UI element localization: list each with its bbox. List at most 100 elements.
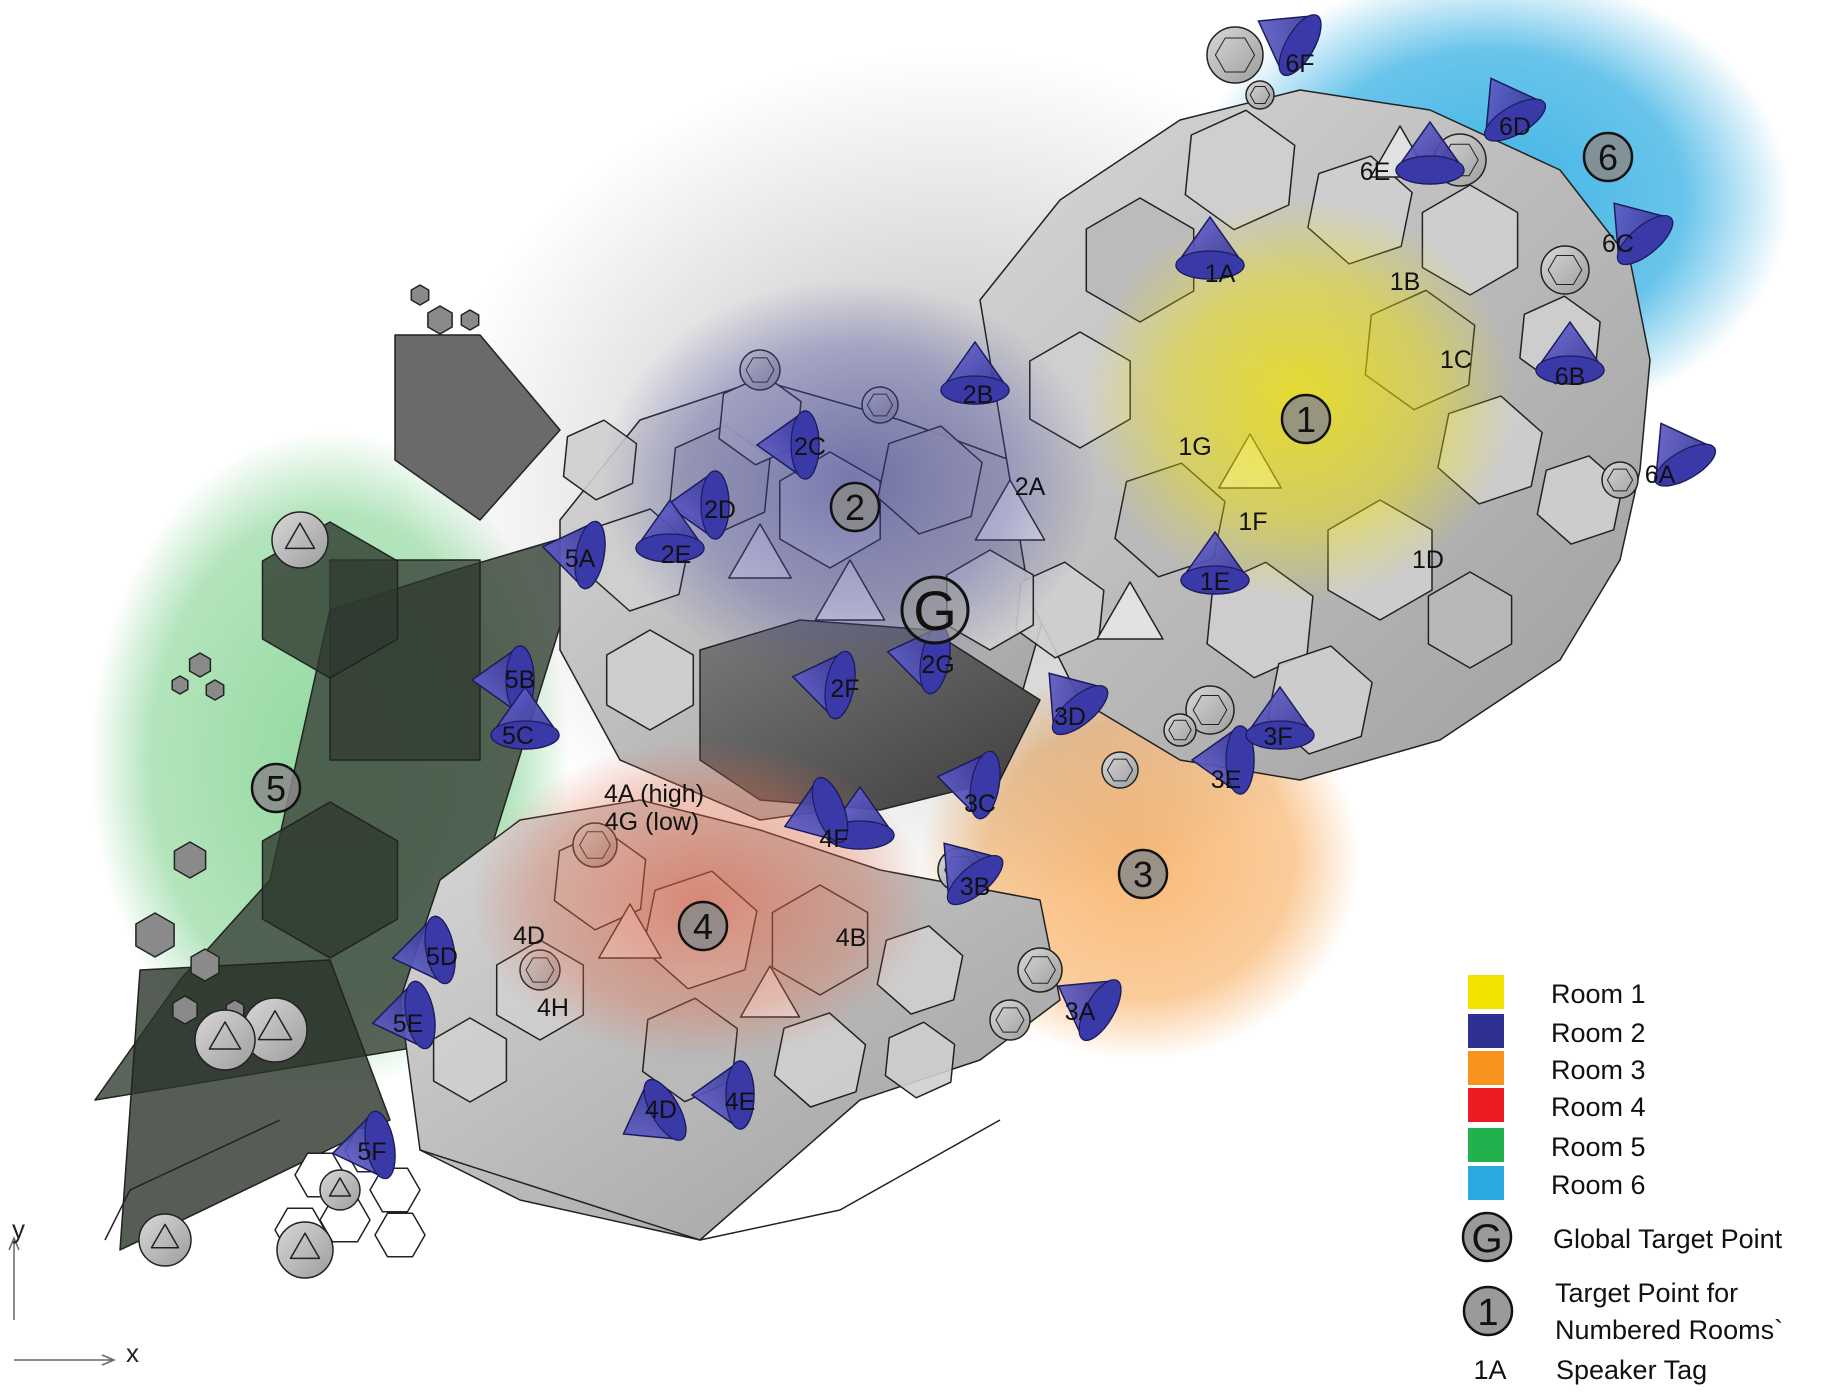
speaker-tag-label: 4D xyxy=(645,1096,677,1124)
joint-facet xyxy=(1192,695,1228,725)
joint-facet xyxy=(1547,255,1583,285)
speaker-tag-label: 5F xyxy=(357,1138,386,1166)
speaker-cone-5d xyxy=(391,915,456,985)
legend-swatch-room-5 xyxy=(1468,1128,1504,1162)
svg-text:3: 3 xyxy=(1133,854,1153,895)
speaker-cone-4d xyxy=(622,1079,687,1141)
speaker-tag-label: 4A (high) xyxy=(604,780,704,808)
speaker-tag-label: 6D xyxy=(1499,113,1531,141)
speaker-tag-label: 1C xyxy=(1440,346,1472,374)
hexagonal-face xyxy=(884,1021,956,1099)
speaker-tag-label: 4F xyxy=(819,825,848,853)
speaker-cone-2b xyxy=(940,340,1010,405)
joint-facet xyxy=(1214,37,1256,73)
speaker-tag-label: 6E xyxy=(1360,158,1391,186)
speaker-tag-label: 6A xyxy=(1645,461,1676,489)
speaker-cone-2f xyxy=(791,650,856,720)
speaker-tag-label: 2E xyxy=(661,541,692,569)
speaker-cone-6c xyxy=(1613,202,1674,266)
speaker-tag-label: 2A xyxy=(1015,473,1046,501)
speaker-tag-label: 2C xyxy=(794,433,826,461)
speaker-tag-label: 5B xyxy=(505,666,536,694)
joint-facet xyxy=(1106,758,1134,782)
y-axis-arrowhead xyxy=(8,1236,20,1251)
speaker-cone-3c xyxy=(936,750,1001,820)
panel-fragment xyxy=(172,995,198,1025)
speaker-cone-6f xyxy=(1257,14,1322,76)
room-2-target-point: 2 xyxy=(829,481,881,533)
room-5-panel xyxy=(261,801,399,959)
joint-node xyxy=(1601,461,1639,499)
speaker-tag-label: 6F xyxy=(1285,50,1314,78)
speaker-tag-label: 3C xyxy=(964,790,996,818)
node-facet xyxy=(328,1177,352,1197)
speaker-tag-label: 4H xyxy=(537,994,569,1022)
panel-fragment xyxy=(171,675,189,695)
room-5-panel xyxy=(394,334,561,521)
speaker-tag-label: 5A xyxy=(565,545,596,573)
speaker-cone-3b xyxy=(943,842,1004,906)
svg-text:5: 5 xyxy=(266,768,286,809)
panel-fragment xyxy=(135,912,175,958)
legend-swatch-room-1 xyxy=(1468,975,1504,1009)
joint-node xyxy=(1185,685,1235,735)
node-cluster xyxy=(194,1009,256,1071)
speaker-cone-5c xyxy=(490,685,560,750)
legend-label-room-3: Room 3 xyxy=(1551,1055,1646,1085)
speaker-cones xyxy=(331,14,1716,1180)
speaker-cone-5a xyxy=(541,520,606,590)
speaker-tag-label: 3E xyxy=(1211,766,1242,794)
node-facet xyxy=(289,1232,321,1260)
panel-fragment xyxy=(173,841,207,879)
legend: Room 1 Room 2 Room 3 Room 4 Room 5 Room 6 G Glo… xyxy=(1461,975,1783,1385)
speaker-tag-label: 3D xyxy=(1054,703,1086,731)
panel-fragment xyxy=(205,679,225,701)
joint-node xyxy=(1017,947,1063,993)
speaker-cone-6e xyxy=(1395,120,1465,185)
panel-fragment xyxy=(460,309,480,331)
legend-speaker-tag-example: 1A xyxy=(1473,1355,1506,1385)
panel-fragment xyxy=(427,305,453,335)
room-4-target-point: 4 xyxy=(677,900,729,952)
panel-fragment xyxy=(190,948,220,982)
node-facet xyxy=(150,1223,180,1249)
speaker-tag-label: 1A xyxy=(1205,260,1236,288)
speaker-tag-label: 4B xyxy=(836,924,867,952)
x-axis-label: x xyxy=(126,1338,139,1368)
legend-label-room-2: Room 2 xyxy=(1551,1018,1646,1048)
speaker-tag-label: 6C xyxy=(1602,230,1634,258)
speaker-cone-5f xyxy=(331,1110,396,1180)
speaker-cone-1a xyxy=(1175,215,1245,280)
legend-global-target-icon xyxy=(1461,1211,1513,1263)
speaker-cone-6b xyxy=(1535,320,1605,385)
legend-room-target-symbol: 1 xyxy=(1477,1292,1498,1334)
joint-node xyxy=(1245,80,1275,110)
legend-swatch-room-4 xyxy=(1468,1088,1504,1122)
legend-global-target-symbol: G xyxy=(1471,1217,1502,1261)
speaker-cone-6d xyxy=(1484,77,1546,142)
speaker-cone-4e xyxy=(690,1060,755,1130)
node-facet xyxy=(257,1010,293,1041)
joint-facet xyxy=(1606,468,1634,492)
hexagonal-face xyxy=(605,629,695,731)
svg-text:G: G xyxy=(913,579,957,642)
node-cluster xyxy=(271,511,329,569)
room-5-target-point: 5 xyxy=(250,762,302,814)
legend-global-target-label: Global Target Point xyxy=(1553,1224,1783,1254)
joint-node xyxy=(1540,245,1590,295)
svg-text:4: 4 xyxy=(693,906,713,947)
panel-fragment xyxy=(188,652,212,678)
speaker-tag-label: 6B xyxy=(1555,363,1586,391)
speaker-tag-label: 1D xyxy=(1412,546,1444,574)
legend-label-room-4: Room 4 xyxy=(1551,1092,1646,1122)
speaker-tag-label: 1G xyxy=(1178,433,1211,461)
axis-indicator xyxy=(8,1236,116,1366)
global-target-point: G xyxy=(900,575,970,645)
speaker-tag-label: 5C xyxy=(502,722,534,750)
joint-facet xyxy=(1249,86,1271,104)
hexagonal-face xyxy=(1427,571,1513,669)
speaker-tag-label: 2F xyxy=(830,675,859,703)
room-5-panel xyxy=(119,959,391,1251)
